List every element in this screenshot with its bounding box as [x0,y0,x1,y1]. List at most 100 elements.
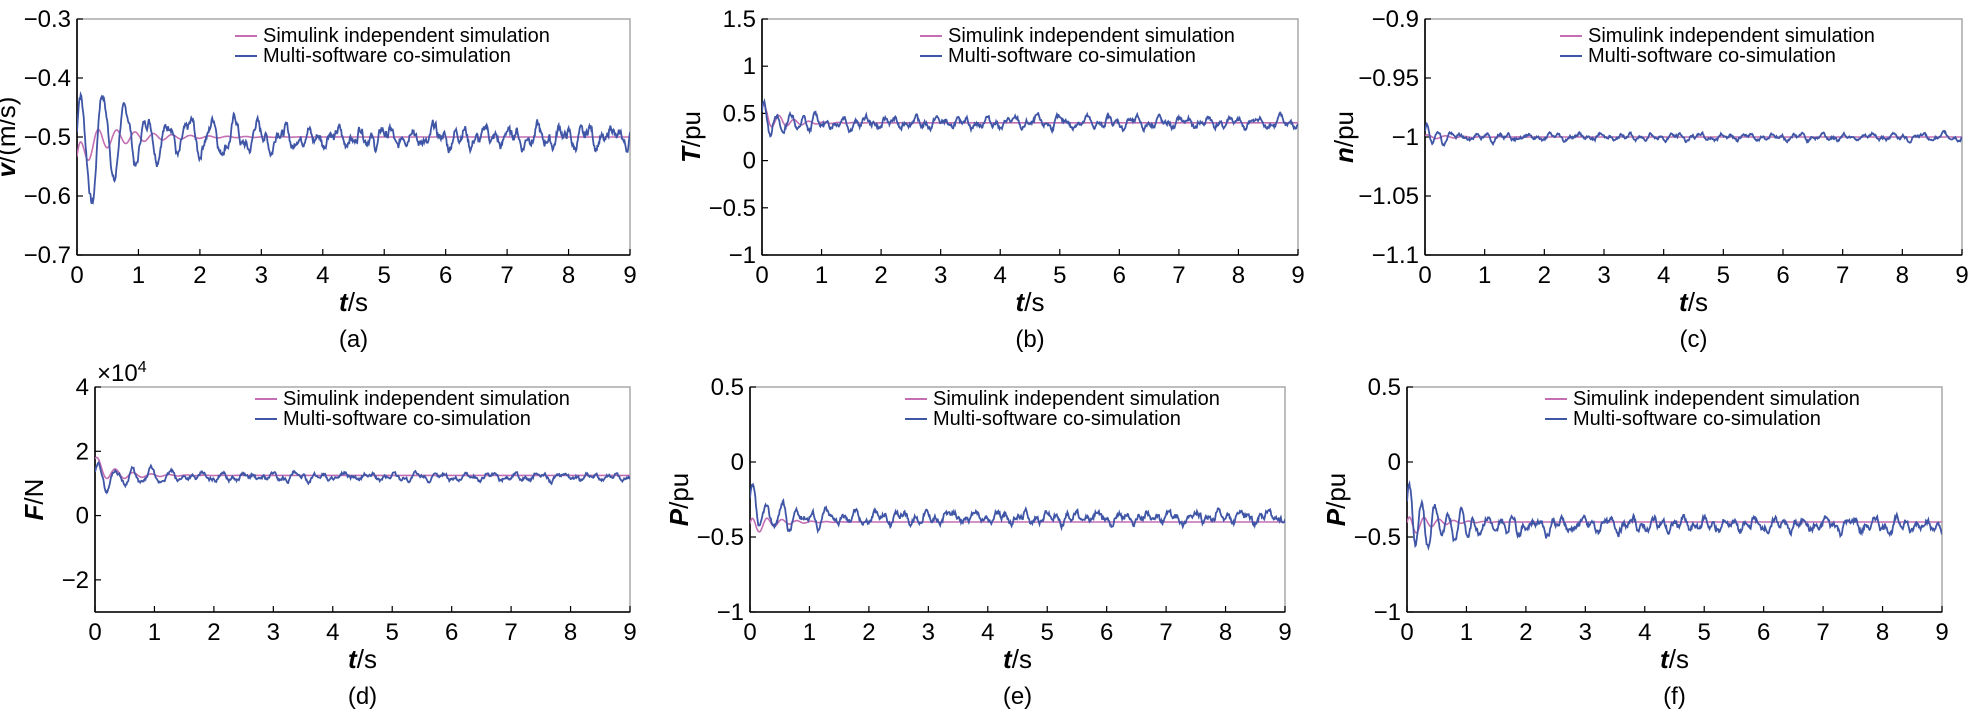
x-tick-label: 7 [500,262,513,289]
legend-entry: Simulink independent simulation [263,25,550,47]
x-tick-label: 6 [1100,619,1113,646]
x-tick-label: 1 [148,619,161,646]
y-tick-label: −0.9 [1372,6,1419,33]
x-tick-label: 6 [1757,619,1770,646]
y-tick-label: −2 [62,567,89,594]
panel-caption: (f) [1663,683,1686,710]
y-tick-label: −0.3 [24,6,71,33]
x-axis-label: t/s [348,644,377,674]
legend: Simulink independent simulationMulti-sof… [1545,388,1860,430]
x-axis-label: t/s [1679,287,1708,317]
x-tick-label: 3 [255,262,268,289]
x-tick-label: 8 [562,262,575,289]
y-tick-label: −0.5 [697,524,744,551]
x-tick-label: 3 [934,262,947,289]
x-tick-label: 7 [1816,619,1829,646]
legend-entry: Multi-software co-simulation [948,45,1196,67]
y-tick-label: 0 [76,503,89,530]
legend-entry: Simulink independent simulation [1573,388,1860,410]
y-tick-label: −0.5 [24,124,71,151]
x-tick-label: 8 [1876,619,1889,646]
x-tick-label: 1 [803,619,816,646]
x-tick-label: 5 [1041,619,1054,646]
x-tick-label: 2 [862,619,875,646]
series-line-cosim [95,460,630,495]
y-axis-label: n/pu [1329,111,1359,163]
x-tick-label: 0 [70,262,83,289]
x-tick-label: 2 [207,619,220,646]
y-tick-label: 2 [76,438,89,465]
legend-entry: Multi-software co-simulation [283,408,531,430]
x-tick-label: 9 [623,619,636,646]
series-line-cosim [762,97,1298,138]
legend: Simulink independent simulationMulti-sof… [1560,25,1875,67]
legend-entry: Simulink independent simulation [283,388,570,410]
y-tick-label: −0.6 [24,183,71,210]
y-tick-label: −0.5 [1354,524,1401,551]
y-tick-label: 0 [743,148,756,175]
chart-panel-d: 0 1 2 3 4 5 6 7 8 9 −2 0 2 4 ×104 t/s F/N Simulink indepe… [19,359,637,710]
x-tick-label: 4 [316,262,329,289]
x-axis-label: t/s [1016,287,1045,317]
y-axis-label: v/(m/s) [0,97,21,178]
x-tick-label: 1 [815,262,828,289]
y-tick-label: 0 [731,449,744,476]
y-tick-label: 0.5 [711,374,744,401]
x-tick-label: 6 [1113,262,1126,289]
y-tick-label: 0.5 [723,100,756,127]
chart-panel-f: 0 1 2 3 4 5 6 7 8 9 −1 −0.5 0 0.5 t/s P/pu Simulink inde… [1321,374,1949,710]
y-tick-label: −1 [1392,124,1419,151]
y-tick-label: 4 [76,374,89,401]
x-tick-label: 6 [1776,262,1789,289]
legend-entry: Multi-software co-simulation [1588,45,1836,67]
series-line-cosim [1407,479,1942,552]
series-line-cosim [1425,121,1962,148]
x-tick-label: 5 [1698,619,1711,646]
y-tick-label: −1 [729,242,756,269]
x-tick-label: 4 [981,619,994,646]
y-tick-label: −0.95 [1358,65,1419,92]
legend-entry: Simulink independent simulation [948,25,1235,47]
x-tick-label: 8 [1896,262,1909,289]
x-tick-label: 7 [1159,619,1172,646]
x-tick-label: 4 [1638,619,1651,646]
x-tick-label: 2 [1519,619,1532,646]
x-tick-label: 5 [1717,262,1730,289]
x-tick-label: 4 [994,262,1007,289]
x-tick-label: 6 [439,262,452,289]
legend-entry: Simulink independent simulation [933,388,1220,410]
x-tick-label: 2 [1538,262,1551,289]
chart-panel-a: 0 1 2 3 4 5 6 7 8 9 −0.7 −0.6 −0.5 −0.4 −0.3 t/s v/(m/s)… [0,6,637,353]
x-tick-label: 5 [378,262,391,289]
panel-caption: (e) [1003,683,1032,710]
y-tick-label: −1 [717,599,744,626]
x-tick-label: 0 [755,262,768,289]
series-line-simulink [77,128,630,162]
x-tick-label: 5 [386,619,399,646]
chart-panel-e: 0 1 2 3 4 5 6 7 8 9 −1 −0.5 0 0.5 t/s P/pu Simulink inde… [664,374,1292,710]
y-tick-label: −1 [1374,599,1401,626]
x-tick-label: 0 [1418,262,1431,289]
x-axis-label: t/s [339,287,368,317]
legend-entry: Multi-software co-simulation [1573,408,1821,430]
y-tick-label: −0.7 [24,242,71,269]
x-tick-label: 9 [623,262,636,289]
panel-caption: (c) [1680,326,1708,353]
x-tick-label: 3 [1597,262,1610,289]
x-tick-label: 9 [1955,262,1968,289]
panel-caption: (a) [339,326,368,353]
x-tick-label: 2 [874,262,887,289]
y-tick-label: 0 [1388,449,1401,476]
x-tick-label: 1 [132,262,145,289]
x-tick-label: 0 [1400,619,1413,646]
y-axis-label: P/pu [1321,473,1351,527]
x-tick-label: 7 [1836,262,1849,289]
y-axis-label: F/N [19,479,49,521]
x-tick-label: 1 [1460,619,1473,646]
x-tick-label: 9 [1935,619,1948,646]
panel-caption: (b) [1015,326,1044,353]
x-tick-label: 9 [1278,619,1291,646]
x-tick-label: 8 [564,619,577,646]
legend-entry: Multi-software co-simulation [933,408,1181,430]
